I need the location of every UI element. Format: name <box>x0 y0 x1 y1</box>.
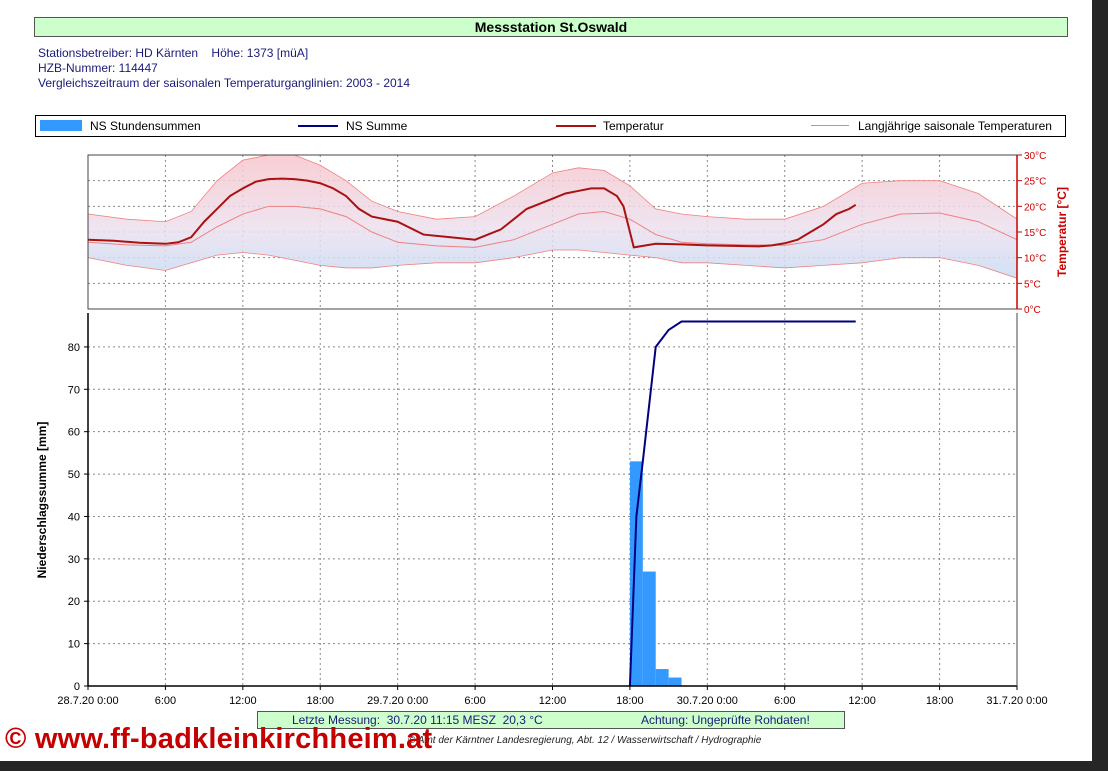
precip-axis-title: Niederschlagssumme [mm] <box>35 422 49 579</box>
legend: NS Stundensummen NS Summe Temperatur Lan… <box>35 115 1066 137</box>
chart-frame: Messstation St.Oswald Stationsbetreiber:… <box>0 0 1092 761</box>
x-tick-label: 31.7.20 0:00 <box>986 695 1047 707</box>
precip-tick-label: 30 <box>68 554 80 566</box>
precip-tick-label: 0 <box>74 681 80 693</box>
last-measurement: Letzte Messung: 30.7.20 11:15 MESZ 20,3 … <box>292 713 543 727</box>
x-tick-label: 12:00 <box>229 695 257 707</box>
temp-tick-label: 25°C <box>1024 177 1046 188</box>
x-tick-label: 12:00 <box>539 695 567 707</box>
x-tick-label: 29.7.20 0:00 <box>367 695 428 707</box>
temp-tick-label: 0°C <box>1024 305 1041 316</box>
legend-label: NS Stundensummen <box>90 119 201 133</box>
comparison-period: Vergleichszeitraum der saisonalen Temper… <box>38 76 411 90</box>
hzb-number: HZB-Nummer: 114447 <box>38 61 158 75</box>
precip-bar <box>642 571 656 686</box>
station-info: Stationsbetreiber: HD Kärnten Höhe: 1373… <box>38 46 309 60</box>
x-tick-label: 6:00 <box>155 695 176 707</box>
watermark: © www.ff-badkleinkirchheim.at <box>5 723 433 755</box>
legend-swatch-precip <box>40 120 82 131</box>
precip-tick-label: 50 <box>68 469 80 481</box>
x-tick-label: 18:00 <box>616 695 644 707</box>
x-tick-label: 18:00 <box>306 695 334 707</box>
x-tick-label: 18:00 <box>926 695 954 707</box>
legend-label: Temperatur <box>603 119 664 133</box>
precip-tick-label: 80 <box>68 342 80 354</box>
temp-tick-label: 15°C <box>1024 228 1046 239</box>
status-bar: Letzte Messung: 30.7.20 11:15 MESZ 20,3 … <box>257 711 845 729</box>
x-tick-label: 6:00 <box>464 695 485 707</box>
warning-text: Achtung: Ungeprüfte Rohdaten! <box>641 713 810 727</box>
page-title: Messstation St.Oswald <box>34 17 1068 37</box>
x-tick-label: 28.7.20 0:00 <box>57 695 118 707</box>
legend-label: NS Summe <box>346 119 408 133</box>
legend-swatch-seasonal <box>811 125 849 126</box>
legend-swatch-sum <box>298 125 338 127</box>
precip-tick-label: 40 <box>68 511 80 523</box>
legend-swatch-temp <box>556 125 596 127</box>
copyright-note: © Amt der Kärntner Landesregierung, Abt.… <box>408 735 762 746</box>
chart-canvas: 0°C 5°C 10°C 15°C 20°C 25°C 30°C Temperatur [°C… <box>35 151 1069 707</box>
precip-tick-label: 70 <box>68 384 80 396</box>
temp-tick-label: 10°C <box>1024 254 1046 265</box>
ns-sum-line <box>628 320 856 687</box>
seasonal-band <box>88 155 1017 279</box>
temp-axis-title: Temperatur [°C] <box>1055 187 1069 277</box>
seasonal-lower-line <box>87 249 1018 279</box>
precip-bar <box>629 461 643 686</box>
precip-tick-label: 60 <box>68 427 80 439</box>
legend-label: Langjährige saisonale Temperaturen <box>858 119 1052 133</box>
x-tick-label: 6:00 <box>774 695 795 707</box>
x-tick-label: 12:00 <box>848 695 876 707</box>
precip-tick-label: 20 <box>68 596 80 608</box>
precip-bar <box>668 677 682 686</box>
temp-tick-label: 20°C <box>1024 202 1046 213</box>
temp-tick-label: 30°C <box>1024 151 1046 162</box>
seasonal-mean-line <box>87 205 1018 248</box>
precip-bar <box>655 669 669 686</box>
precip-tick-label: 10 <box>68 639 80 651</box>
seasonal-upper-line <box>87 154 1018 223</box>
x-tick-label: 30.7.20 0:00 <box>677 695 738 707</box>
temperature-line <box>87 177 857 249</box>
temp-tick-label: 5°C <box>1024 279 1041 290</box>
